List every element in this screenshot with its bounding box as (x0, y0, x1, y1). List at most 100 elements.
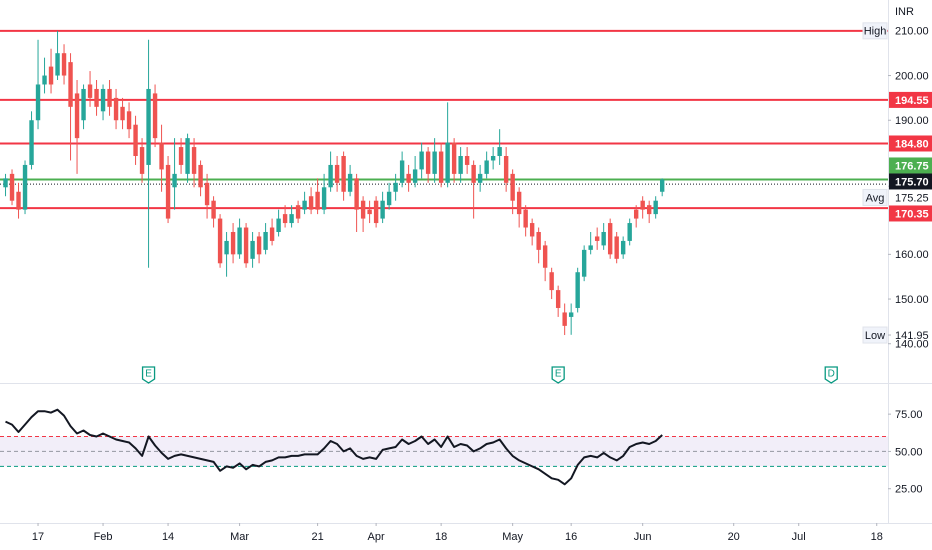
candle-body (308, 196, 314, 210)
currency: INR (895, 6, 914, 18)
event-label: E (145, 369, 152, 380)
y-tick-label: 150.00 (895, 294, 929, 306)
price-label-box (889, 135, 932, 152)
candle-body (107, 88, 112, 107)
price-tag: Avg (866, 192, 885, 204)
x-tick-label: Jul (792, 531, 806, 543)
candle-body (471, 164, 476, 183)
candle-body (588, 245, 593, 250)
candle-body (87, 84, 93, 98)
candle-body (633, 209, 639, 219)
price-tag: Low (865, 330, 885, 342)
candle-body (406, 173, 411, 183)
candle-body (48, 66, 54, 85)
candle-body (146, 88, 151, 165)
event-marker (551, 366, 565, 384)
y-tick-label: 160.00 (895, 249, 929, 261)
price-label-box (889, 91, 932, 108)
price-label: 194.55 (895, 95, 929, 107)
price-pane (0, 29, 888, 336)
candle-body (29, 120, 34, 165)
candle-body (120, 106, 125, 121)
price-label-box (889, 157, 932, 174)
candle-body (549, 272, 554, 291)
candle-body (477, 173, 483, 183)
candle-body (159, 142, 164, 170)
candle-body (419, 151, 424, 170)
candle-body (386, 191, 392, 206)
candle-body (74, 93, 80, 139)
candle-body (204, 182, 210, 206)
price-tag-box (862, 22, 888, 40)
candle-body (484, 160, 489, 174)
x-tick-label: 18 (435, 531, 447, 543)
candle-body (165, 164, 171, 219)
x-tick-label: Feb (94, 531, 113, 543)
price-tag: High (864, 26, 887, 38)
candle-body (113, 97, 119, 121)
candle-body (646, 205, 652, 215)
candle-body (536, 231, 541, 250)
x-tick-label: May (502, 531, 523, 543)
event-marker (824, 366, 838, 384)
candle-body (172, 173, 177, 188)
price-label: 141.95 (895, 330, 929, 342)
x-tick-label: 20 (728, 531, 740, 543)
x-tick-label: Mar (230, 531, 249, 543)
candle-body (321, 187, 327, 210)
candle-body (445, 142, 450, 183)
axes: 210.00 High 194.55 184.80 176.75 175.70 175.25… (32, 6, 932, 543)
candle-body (55, 53, 60, 76)
candle-body (458, 156, 463, 174)
candle-body (373, 200, 379, 224)
candle-body (276, 218, 281, 232)
candle-body (594, 236, 600, 241)
candle-body (347, 173, 353, 192)
candle-body (315, 191, 320, 210)
candle-body (328, 164, 333, 188)
x-tick-label: 21 (311, 531, 323, 543)
event-marker (141, 366, 156, 384)
candle-body (490, 156, 496, 161)
candle-body (282, 214, 288, 224)
candle-body (523, 209, 528, 228)
candle-body (16, 191, 21, 210)
y-tick-label: 190.00 (895, 115, 929, 127)
candle-body (607, 223, 613, 255)
candle-body (224, 240, 229, 255)
candle-body (61, 53, 67, 76)
candle-body (302, 200, 307, 210)
candle-body (263, 231, 268, 250)
candle-body (575, 272, 580, 308)
candle-body (367, 209, 372, 215)
candle-body (68, 62, 73, 107)
x-tick-label: 18 (871, 531, 883, 543)
rsi-y-tick-label: 50.00 (895, 446, 923, 458)
candle-body (627, 223, 632, 241)
candle-body (451, 142, 457, 174)
price-label: 210.00 (895, 26, 929, 38)
candle-body (614, 236, 619, 259)
candle-body (568, 312, 574, 317)
candle-body (133, 124, 138, 157)
candle-body (601, 231, 606, 246)
price-label: 176.75 (895, 160, 929, 172)
rsi-y-tick-label: 75.00 (895, 409, 923, 421)
price-label-box (889, 205, 932, 222)
price-label: 175.25 (895, 192, 929, 204)
candle-body (425, 151, 431, 174)
candle-body (81, 88, 86, 121)
candle-body (94, 88, 99, 107)
candle-body (126, 111, 132, 130)
price-tag-box (862, 188, 888, 206)
candle-body (243, 227, 249, 264)
candle-body (510, 173, 515, 201)
candle-body (9, 173, 15, 201)
rsi-pane (0, 408, 888, 486)
candle-body (152, 93, 158, 139)
price-label: 170.35 (895, 208, 929, 220)
candle-body (100, 88, 106, 112)
candle-body (542, 245, 548, 268)
